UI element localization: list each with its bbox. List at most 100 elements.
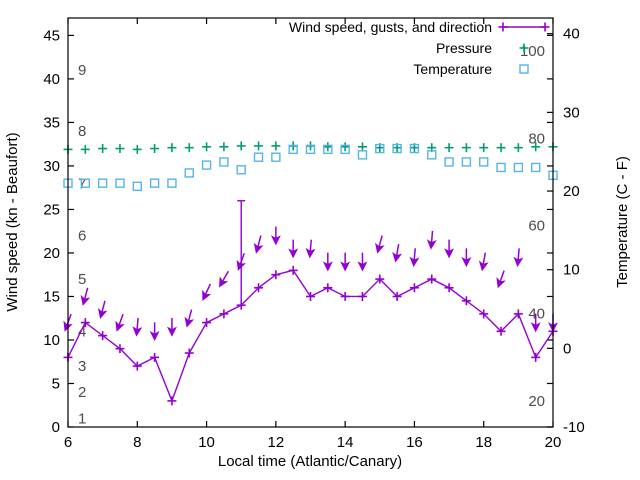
square-marker — [271, 152, 281, 162]
wind-direction-arrow — [97, 300, 108, 319]
wind-direction-arrow — [340, 252, 351, 272]
square-marker — [496, 162, 506, 173]
square-marker — [184, 168, 194, 178]
bottom-tick-label: 14 — [337, 434, 354, 451]
beaufort-label: 3 — [78, 358, 86, 375]
series-wind-speed — [63, 200, 558, 406]
legend-label: Temperature — [413, 61, 492, 77]
beaufort-label: 4 — [78, 323, 86, 340]
bottom-tick-label: 8 — [133, 434, 141, 451]
square-marker — [236, 165, 246, 175]
wind-direction-arrow — [409, 248, 420, 268]
left-axis-title: Wind speed (kn - Beaufort) — [4, 132, 21, 311]
left-tick-label: 45 — [43, 27, 60, 44]
wind-direction-arrow — [444, 239, 455, 259]
square-marker — [305, 144, 316, 155]
left-tick-label: 0 — [52, 419, 60, 436]
right-axis-title: Temperature (C - F) — [614, 156, 631, 288]
bottom-tick-label: 16 — [406, 434, 423, 451]
square-marker — [519, 64, 529, 74]
plot-frame — [67, 17, 554, 428]
bottom-tick-label: 12 — [268, 434, 285, 451]
left-tick-label: 25 — [43, 201, 60, 218]
wind-direction-arrow — [478, 252, 489, 272]
wind-direction-arrow — [392, 243, 403, 263]
square-marker — [530, 162, 541, 173]
wind-direction-arrow — [305, 239, 316, 259]
wind-direction-arrow — [166, 317, 177, 337]
beaufort-label: 9 — [78, 62, 86, 79]
square-marker — [97, 178, 108, 188]
square-marker — [340, 144, 350, 155]
bottom-tick-label: 18 — [475, 434, 492, 451]
wind-direction-arrow — [115, 313, 125, 332]
legend-label: Pressure — [436, 40, 492, 56]
fahrenheit-label: 60 — [528, 218, 545, 235]
left-tick-label: 30 — [43, 158, 60, 175]
square-marker — [323, 144, 333, 155]
square-marker — [427, 150, 437, 160]
left-tick-label: 35 — [43, 114, 60, 131]
beaufort-label: 6 — [78, 228, 86, 245]
bottom-axis-title: Local time (Atlantic/Canary) — [218, 453, 402, 470]
bottom-tick-label: 10 — [198, 434, 215, 451]
wind-direction-arrow — [132, 317, 143, 337]
right-tick-label: 20 — [563, 183, 580, 200]
wind-direction-arrow — [218, 270, 230, 288]
square-marker — [167, 178, 177, 188]
beaufort-label: 1 — [78, 410, 86, 427]
left-tick-label: 40 — [43, 71, 60, 88]
right-tick-label: 40 — [563, 26, 580, 43]
wind-direction-arrow — [513, 248, 524, 268]
wind-direction-arrow — [530, 313, 541, 333]
wind-direction-arrow — [496, 270, 506, 289]
beaufort-label: 7 — [78, 175, 86, 192]
square-marker — [80, 178, 91, 188]
square-marker — [253, 152, 264, 162]
square-marker — [288, 144, 298, 155]
wind-direction-arrow — [236, 252, 246, 271]
square-marker — [513, 162, 524, 173]
wind-direction-arrow — [149, 322, 160, 342]
right-tick-label: 10 — [563, 262, 580, 279]
square-marker — [409, 143, 420, 154]
wind-direction-arrow — [202, 283, 212, 301]
fahrenheit-label: 80 — [528, 130, 545, 147]
left-tick-label: 15 — [43, 288, 60, 305]
beaufort-scale-labels: 1 2 3 4 5 6 7 8 9 — [78, 62, 86, 427]
fahrenheit-label: 20 — [528, 393, 545, 410]
wind-direction-arrow — [461, 248, 472, 268]
square-marker — [392, 143, 402, 154]
square-marker — [444, 157, 454, 167]
square-marker — [375, 143, 385, 154]
square-marker — [479, 157, 489, 167]
wind-direction-arrow — [357, 252, 368, 272]
wind-direction-arrow — [375, 235, 385, 254]
wind-direction-arrow — [288, 239, 299, 259]
bottom-axis-ticks: 6 8 10 12 14 16 18 20 — [64, 18, 562, 451]
bottom-tick-label: 20 — [545, 434, 562, 451]
fahrenheit-label: 40 — [528, 306, 545, 323]
square-marker — [461, 157, 472, 167]
right-tick-label: 0 — [563, 340, 571, 357]
square-marker — [357, 150, 368, 160]
wind-direction-arrow — [80, 287, 91, 306]
right-tick-label: 30 — [563, 104, 580, 121]
beaufort-label: 8 — [78, 123, 86, 140]
square-marker — [115, 178, 125, 188]
beaufort-label: 5 — [78, 271, 86, 288]
wind-direction-arrow — [322, 252, 333, 272]
beaufort-label: 2 — [78, 384, 86, 401]
wind-direction-arrow — [253, 235, 264, 254]
wind-direction-arrow — [270, 226, 281, 246]
wind-direction-arrow — [184, 309, 195, 328]
bottom-tick-label: 6 — [64, 434, 72, 451]
legend-label: Wind speed, gusts, and direction — [289, 19, 492, 35]
left-tick-label: 5 — [52, 375, 60, 392]
square-marker — [132, 181, 142, 192]
